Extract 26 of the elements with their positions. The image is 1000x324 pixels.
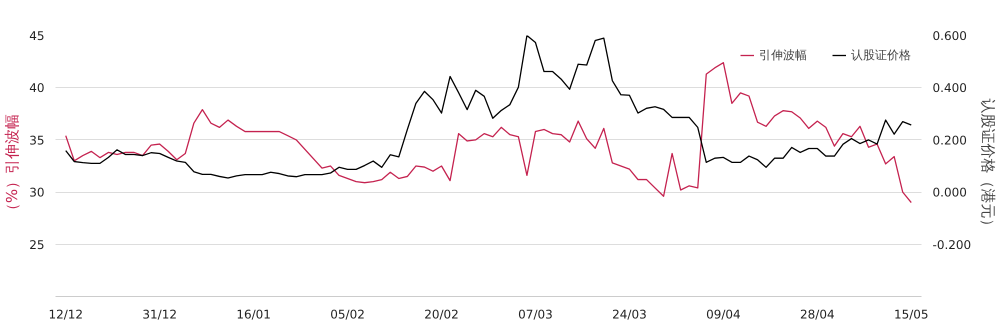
line-series: [65, 62, 912, 204]
x-tick-label: 07/03: [518, 308, 553, 322]
y-tick-label: 45: [29, 29, 45, 43]
y2-tick-label: 0.400: [932, 81, 967, 96]
y2-tick-label: -0.200: [932, 238, 972, 252]
y2-tick-label: 0.600: [932, 29, 967, 43]
x-tick-label: 31/12: [142, 308, 177, 322]
x-tick-label: 20/02: [424, 308, 459, 322]
legend-label: 认股证价格: [851, 46, 911, 64]
x-tick-label: 28/04: [800, 308, 835, 322]
x-tick-label: 05/02: [330, 308, 365, 322]
y-tick-label: 30: [29, 186, 45, 200]
y-axis-title: （%）引伸波幅: [3, 114, 22, 218]
legend-label: 引伸波幅: [759, 46, 807, 64]
y2-tick-label: 0.000: [932, 186, 967, 200]
y-tick-label: 40: [29, 81, 45, 96]
y-tick-label: 25: [29, 238, 45, 252]
x-tick-label: 16/01: [236, 308, 271, 322]
y-tick-label: 35: [29, 133, 45, 148]
x-tick-label: 12/12: [48, 308, 84, 322]
x-tick-label: 15/05: [894, 308, 929, 322]
y2-tick-label: 0.200: [932, 133, 967, 148]
x-tick-label: 24/03: [612, 308, 647, 322]
line-series: [65, 36, 912, 179]
x-tick-label: 09/04: [706, 308, 741, 322]
y2-axis-title: 认股证价格（港元）: [979, 98, 998, 234]
